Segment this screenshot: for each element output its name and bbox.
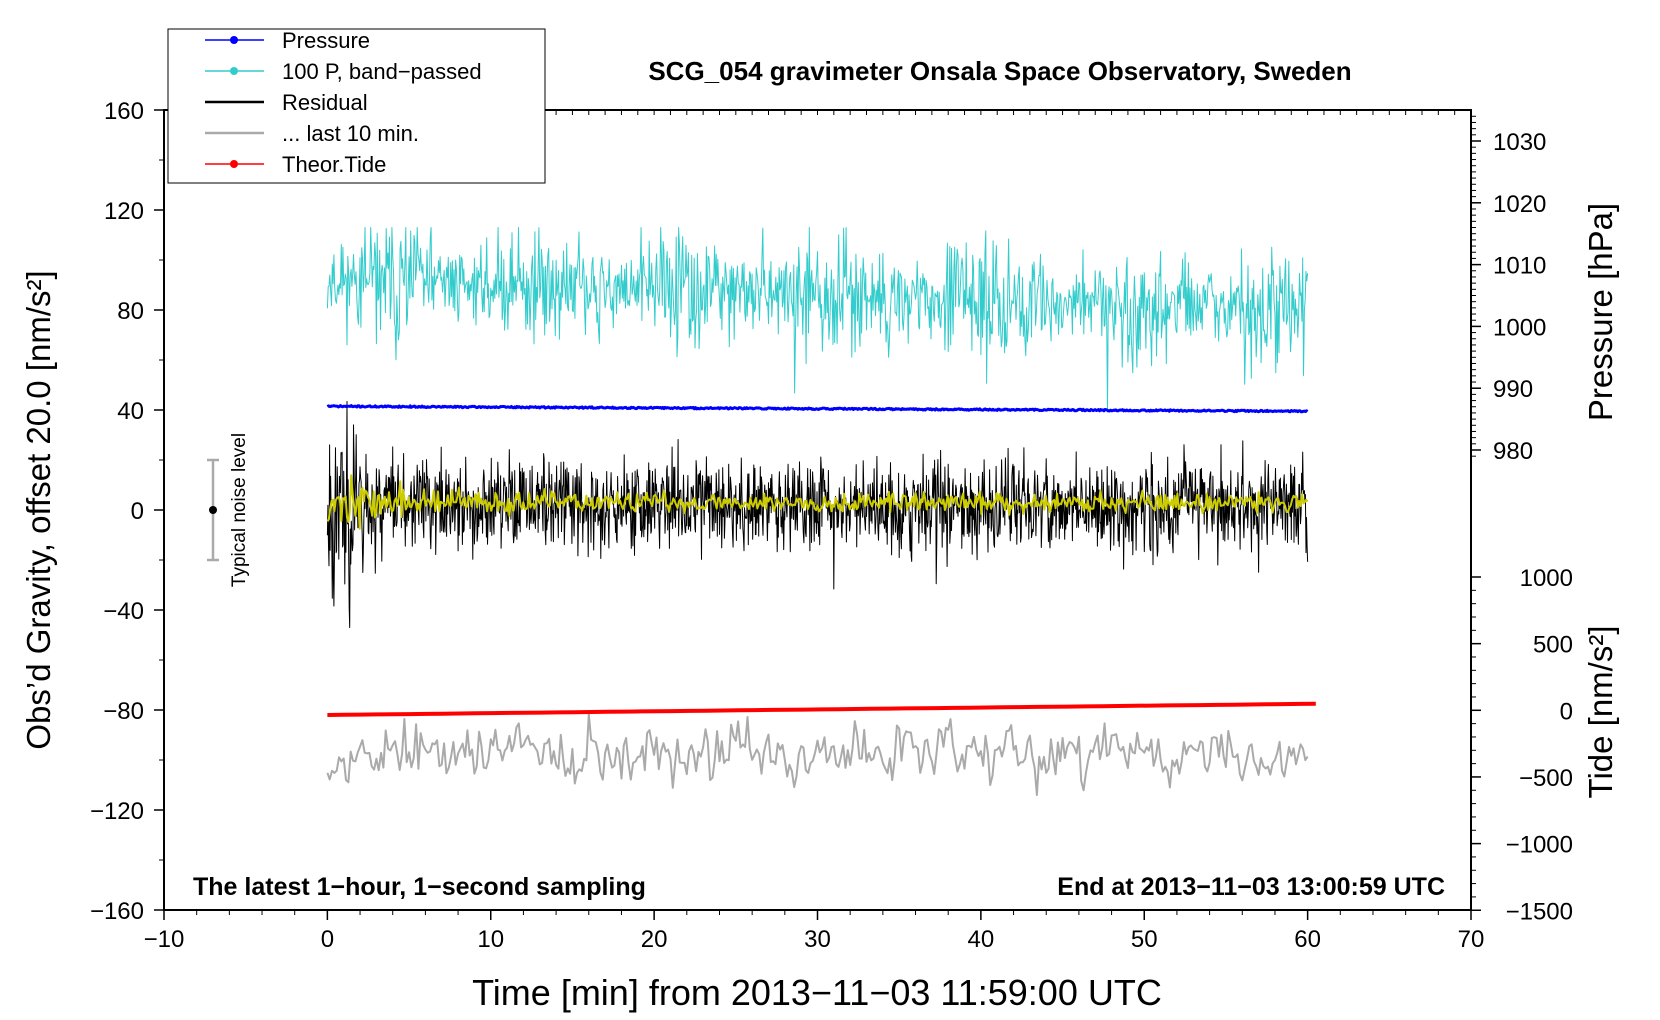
tide-tick-label: 0 [1560, 698, 1573, 725]
x-tick-label: 60 [1294, 926, 1321, 953]
y-tick-label: 80 [117, 298, 144, 325]
x-axis-label: Time [min] from 2013−11−03 11:59:00 UTC [472, 972, 1162, 1013]
annotation-right: End at 2013−11−03 13:00:59 UTC [1057, 873, 1445, 901]
axes-layer: −10 0 10 20 30 40 50 60 7016012080400−40−80−120−… [90, 98, 1573, 953]
tide-tick-label: 500 [1533, 632, 1573, 659]
legend-label: 100 P, band−passed [282, 59, 482, 84]
y-tick-label: −80 [103, 698, 144, 725]
legend-marker [230, 36, 238, 44]
annotation-left: The latest 1−hour, 1−second sampling [193, 873, 646, 901]
x-tick-label: 10 [477, 926, 504, 953]
noise-bar [207, 458, 220, 562]
series-theor-tide [327, 701, 1316, 717]
legend-marker [230, 67, 238, 75]
tide-tick-label: 1000 [1520, 565, 1573, 592]
y-tick-label: 40 [117, 398, 144, 425]
x-tick-label: 0 [321, 926, 334, 953]
legend-marker [230, 160, 238, 168]
pressure-tick-label: 1010 [1493, 253, 1546, 280]
series-residual-smoothed [326, 474, 1309, 530]
y-axis-label-pressure: Pressure [hPa] [1582, 203, 1619, 421]
y-axis-label-left: Obs’d Gravity, offset 20.0 [nm/s²] [20, 270, 57, 749]
x-tick-label: 40 [968, 926, 995, 953]
tide-tick-label: −500 [1519, 765, 1573, 792]
noise-label: Typical noise level [229, 433, 250, 587]
y-tick-label: 160 [104, 98, 144, 125]
tide-tick-label: −1000 [1506, 832, 1573, 859]
y-tick-label: −40 [103, 598, 144, 625]
x-tick-label: 20 [641, 926, 668, 953]
pressure-tick-label: 980 [1493, 438, 1533, 465]
x-tick-label: −10 [144, 926, 185, 953]
chart-title: SCG_054 gravimeter Onsala Space Observat… [648, 56, 1351, 86]
legend: Pressure 100 P, band−passed Residual ... la… [167, 28, 546, 184]
pressure-tick-label: 1030 [1493, 129, 1546, 156]
x-tick-label: 30 [804, 926, 831, 953]
pressure-tick-label: 1020 [1493, 191, 1546, 218]
y-tick-label: −160 [90, 898, 144, 925]
legend-label: ... last 10 min. [282, 121, 419, 146]
series-band-passed-pressure [326, 227, 1309, 413]
y-tick-label: 0 [131, 498, 144, 525]
legend-label: Residual [282, 90, 368, 115]
legend-label: Pressure [282, 28, 370, 53]
noise-bar-dot [209, 506, 218, 514]
x-tick-label: 70 [1458, 926, 1485, 953]
y-tick-label: 120 [104, 198, 144, 225]
series-pressure [326, 404, 1309, 414]
y-axis-label-tide: Tide [nm/s²] [1582, 626, 1619, 799]
series-layer [326, 227, 1316, 796]
legend-label: Theor.Tide [282, 152, 386, 177]
y-tick-label: −120 [90, 798, 144, 825]
legend-box [167, 28, 546, 184]
series-last-10-min [326, 712, 1309, 796]
series-residual [326, 401, 1309, 628]
x-tick-label: 50 [1131, 926, 1158, 953]
pressure-tick-label: 990 [1493, 376, 1533, 403]
tide-tick-label: −1500 [1506, 898, 1573, 925]
pressure-tick-label: 1000 [1493, 314, 1546, 341]
